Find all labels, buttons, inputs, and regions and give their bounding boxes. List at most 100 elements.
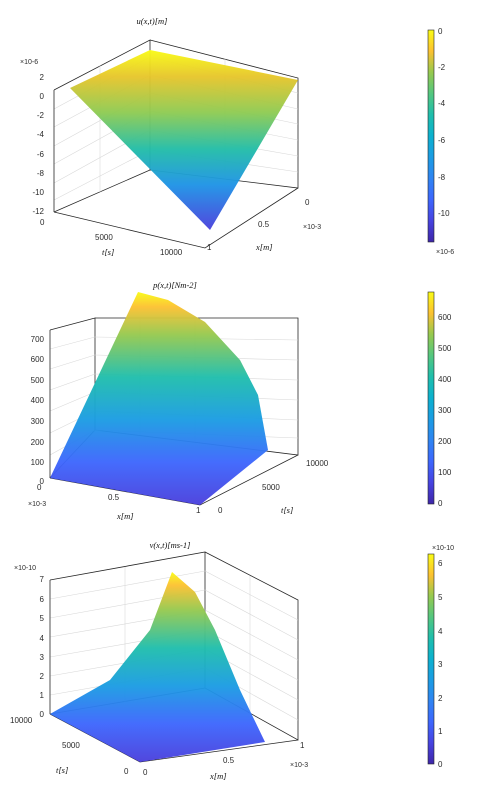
x-tick: 1 — [196, 506, 201, 515]
x-tick-labels-p: 0 0.5 1 — [37, 483, 201, 515]
cb-tick: 4 — [438, 627, 443, 636]
z-exponent-u: ×10-6 — [20, 59, 38, 66]
cb-tick: 100 — [438, 468, 452, 477]
surface-u — [70, 50, 298, 230]
cb-tick: 6 — [438, 559, 443, 568]
x-tick: 0.5 — [108, 493, 120, 502]
z-tick: -4 — [37, 130, 45, 139]
t-tick: 5000 — [262, 483, 280, 492]
z-tick: -12 — [32, 207, 44, 216]
floor-front-edges — [53, 187, 299, 249]
cb-tick: -8 — [438, 173, 446, 182]
t-tick: 0 — [124, 767, 129, 776]
cb-tick: 1 — [438, 727, 443, 736]
t-tick: 0 — [218, 506, 223, 515]
plot-v: v(x,t)[ms-1] ×10-10 7 6 5 4 3 2 1 0 1000… — [10, 540, 454, 781]
cb-tick: 0 — [438, 27, 443, 36]
cb-tick: -2 — [438, 63, 446, 72]
colorbar-ticks-u: 0 -2 -4 -6 -8 -10 — [438, 27, 450, 218]
ylabel-v: t[s] — [56, 765, 68, 775]
z-tick: 0 — [40, 92, 45, 101]
z-exponent-v: ×10-10 — [14, 565, 36, 572]
t-tick-labels-u: 0 5000 10000 — [40, 218, 183, 257]
colorbar-exponent-v: ×10-10 — [432, 545, 454, 552]
colorbar-ticks-v: 6 5 4 3 2 1 0 — [438, 559, 443, 769]
z-tick: 300 — [31, 417, 45, 426]
surface-v — [50, 572, 265, 762]
x-tick: 0 — [37, 483, 42, 492]
t-tick: 10000 — [10, 716, 33, 725]
surface-p — [50, 292, 268, 505]
cb-tick: 0 — [438, 499, 443, 508]
z-tick: -6 — [37, 150, 45, 159]
x-tick: 0 — [305, 198, 310, 207]
t-tick: 10000 — [306, 459, 329, 468]
title-u: u(x,t)[m] — [137, 16, 168, 26]
z-tick: 5 — [40, 614, 45, 623]
t-tick: 5000 — [62, 741, 80, 750]
xlabel-v: x[m] — [209, 771, 227, 781]
z-tick: 500 — [31, 376, 45, 385]
colorbar-v — [427, 553, 435, 765]
title-p: p(x,t)[Nm-2] — [152, 280, 197, 290]
cb-tick: 400 — [438, 375, 452, 384]
ylabel-u: x[m] — [255, 242, 273, 252]
z-tick-labels-p: 700 600 500 400 300 200 100 0 — [31, 335, 45, 486]
z-tick: 6 — [40, 595, 45, 604]
cb-tick: 5 — [438, 593, 443, 602]
z-tick: 200 — [31, 438, 45, 447]
t-tick-labels-v: 10000 5000 0 — [10, 716, 129, 776]
cb-tick: -10 — [438, 209, 450, 218]
z-tick: 2 — [40, 672, 45, 681]
x-tick: 0.5 — [223, 756, 235, 765]
t-tick: 0 — [40, 218, 45, 227]
title-v: v(x,t)[ms-1] — [150, 540, 191, 550]
z-tick: 0 — [40, 710, 45, 719]
z-tick: 700 — [31, 335, 45, 344]
x-exponent-v: ×10-3 — [290, 762, 308, 769]
x-tick: 1 — [300, 741, 305, 750]
colorbar-ticks-p: 600 500 400 300 200 100 0 — [438, 313, 452, 508]
z-tick: 0 — [40, 477, 45, 486]
plot-u: u(x,t)[m] ×10-6 2 0 -2 -4 -6 -8 -10 -12 … — [20, 16, 454, 257]
plot-p: p(x,t)[Nm-2] 700 600 500 400 300 200 100… — [28, 280, 452, 521]
x-tick-labels-v: 0 0.5 1 — [143, 741, 305, 777]
t-tick: 10000 — [160, 248, 183, 257]
z-tick-labels-v: 7 6 5 4 3 2 1 0 — [40, 575, 45, 719]
z-tick: 100 — [31, 458, 45, 467]
cb-tick: -6 — [438, 136, 446, 145]
z-tick-labels-u: 2 0 -2 -4 -6 -8 -10 -12 — [32, 73, 44, 216]
x-tick: 0.5 — [258, 220, 270, 229]
x-tick: 1 — [207, 243, 212, 252]
t-tick-labels-p: 0 5000 10000 — [218, 459, 329, 515]
x-tick: 0 — [143, 768, 148, 777]
cb-tick: 300 — [438, 406, 452, 415]
cb-tick: 600 — [438, 313, 452, 322]
cb-tick: 200 — [438, 437, 452, 446]
xlabel-u: t[s] — [102, 247, 114, 257]
cb-tick: 3 — [438, 660, 443, 669]
cb-tick: 500 — [438, 344, 452, 353]
z-tick: 3 — [40, 653, 45, 662]
z-tick: -8 — [37, 169, 45, 178]
z-tick: 2 — [40, 73, 45, 82]
cb-tick: 0 — [438, 760, 443, 769]
x-tick-labels-u: 0 0.5 1 — [207, 198, 310, 252]
ylabel-p: t[s] — [281, 505, 293, 515]
cb-tick: -4 — [438, 99, 446, 108]
colorbar-p — [427, 291, 435, 505]
colorbar-u — [427, 29, 435, 243]
z-tick: -10 — [32, 188, 44, 197]
cb-tick: 2 — [438, 694, 443, 703]
z-tick: 1 — [40, 691, 45, 700]
z-tick: 600 — [31, 355, 45, 364]
xlabel-p: x[m] — [116, 511, 134, 521]
z-tick: 4 — [40, 634, 45, 643]
z-tick: 400 — [31, 396, 45, 405]
z-tick: 7 — [40, 575, 45, 584]
x-exponent-p: ×10-3 — [28, 501, 46, 508]
x-exponent-u: ×10-3 — [303, 224, 321, 231]
t-tick: 5000 — [95, 233, 113, 242]
colorbar-exponent-u: ×10-6 — [436, 249, 454, 256]
